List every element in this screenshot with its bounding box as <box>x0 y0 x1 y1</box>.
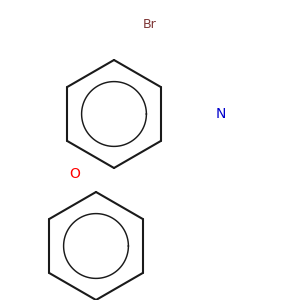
Text: O: O <box>70 167 80 181</box>
Text: Br: Br <box>143 17 157 31</box>
Text: N: N <box>216 107 226 121</box>
